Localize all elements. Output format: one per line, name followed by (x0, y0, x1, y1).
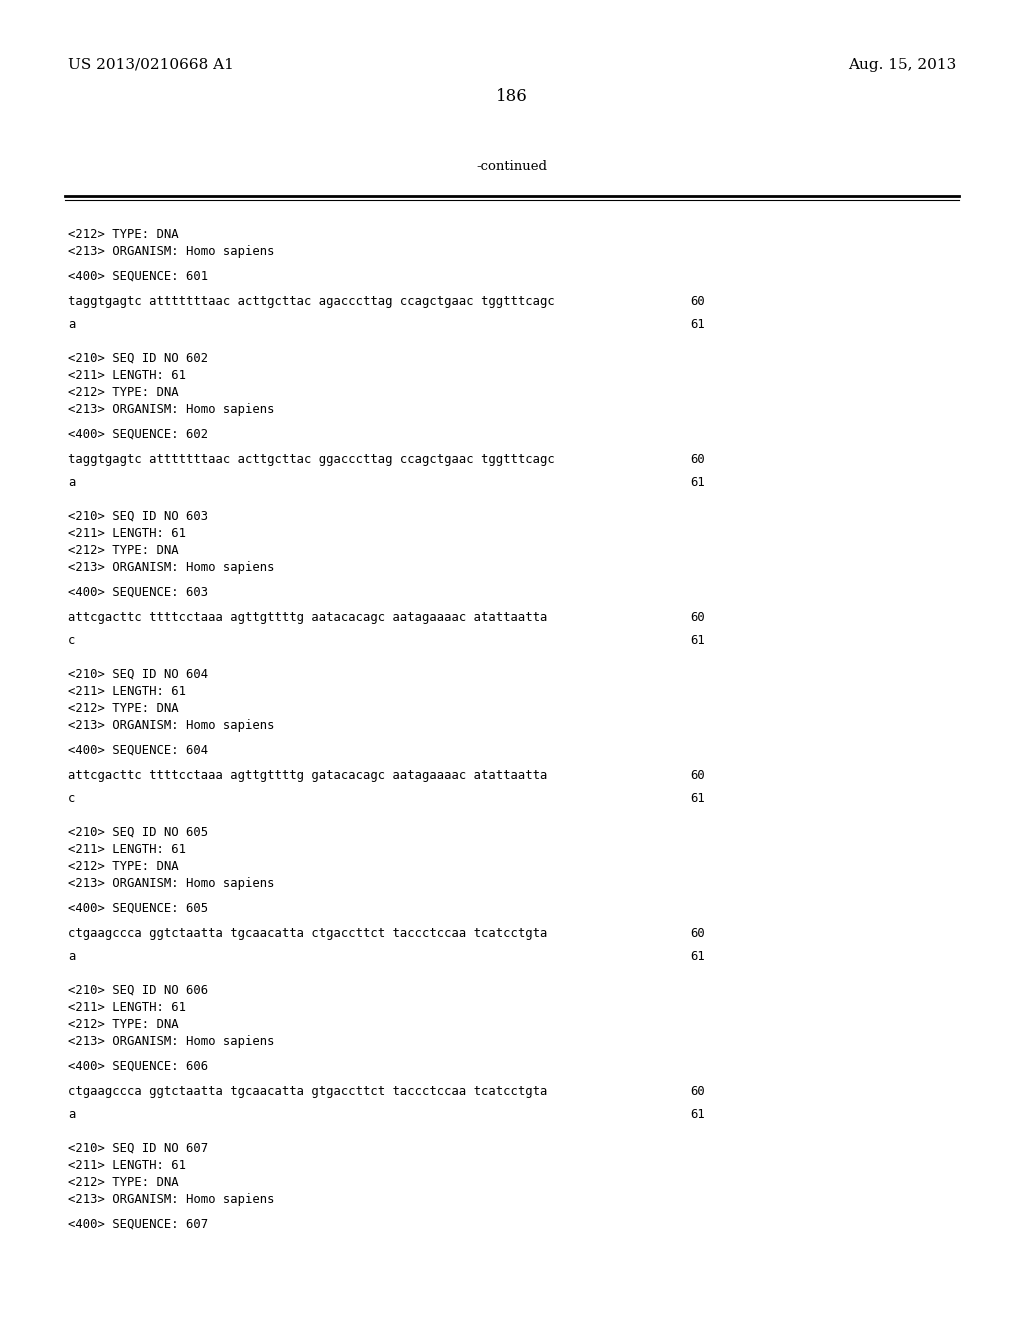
Text: <213> ORGANISM: Homo sapiens: <213> ORGANISM: Homo sapiens (68, 561, 274, 574)
Text: 60: 60 (690, 611, 705, 624)
Text: <210> SEQ ID NO 602: <210> SEQ ID NO 602 (68, 352, 208, 366)
Text: <213> ORGANISM: Homo sapiens: <213> ORGANISM: Homo sapiens (68, 246, 274, 257)
Text: <211> LENGTH: 61: <211> LENGTH: 61 (68, 685, 186, 698)
Text: <212> TYPE: DNA: <212> TYPE: DNA (68, 228, 178, 242)
Text: <211> LENGTH: 61: <211> LENGTH: 61 (68, 1001, 186, 1014)
Text: <400> SEQUENCE: 607: <400> SEQUENCE: 607 (68, 1218, 208, 1232)
Text: attcgacttc ttttcctaaa agttgttttg aatacacagc aatagaaaac atattaatta: attcgacttc ttttcctaaa agttgttttg aatacac… (68, 611, 548, 624)
Text: 61: 61 (690, 1107, 705, 1121)
Text: <400> SEQUENCE: 605: <400> SEQUENCE: 605 (68, 902, 208, 915)
Text: attcgacttc ttttcctaaa agttgttttg gatacacagc aatagaaaac atattaatta: attcgacttc ttttcctaaa agttgttttg gatacac… (68, 770, 548, 781)
Text: <210> SEQ ID NO 607: <210> SEQ ID NO 607 (68, 1142, 208, 1155)
Text: -continued: -continued (476, 160, 548, 173)
Text: <212> TYPE: DNA: <212> TYPE: DNA (68, 861, 178, 873)
Text: <400> SEQUENCE: 603: <400> SEQUENCE: 603 (68, 586, 208, 599)
Text: 186: 186 (496, 88, 528, 106)
Text: 60: 60 (690, 453, 705, 466)
Text: 61: 61 (690, 634, 705, 647)
Text: <400> SEQUENCE: 606: <400> SEQUENCE: 606 (68, 1060, 208, 1073)
Text: <213> ORGANISM: Homo sapiens: <213> ORGANISM: Homo sapiens (68, 1035, 274, 1048)
Text: <212> TYPE: DNA: <212> TYPE: DNA (68, 1176, 178, 1189)
Text: 61: 61 (690, 792, 705, 805)
Text: c: c (68, 792, 76, 805)
Text: <212> TYPE: DNA: <212> TYPE: DNA (68, 385, 178, 399)
Text: 60: 60 (690, 770, 705, 781)
Text: <210> SEQ ID NO 603: <210> SEQ ID NO 603 (68, 510, 208, 523)
Text: ctgaagccca ggtctaatta tgcaacatta gtgaccttct taccctccaa tcatcctgta: ctgaagccca ggtctaatta tgcaacatta gtgacct… (68, 1085, 548, 1098)
Text: <210> SEQ ID NO 606: <210> SEQ ID NO 606 (68, 983, 208, 997)
Text: <210> SEQ ID NO 604: <210> SEQ ID NO 604 (68, 668, 208, 681)
Text: <211> LENGTH: 61: <211> LENGTH: 61 (68, 843, 186, 855)
Text: <213> ORGANISM: Homo sapiens: <213> ORGANISM: Homo sapiens (68, 403, 274, 416)
Text: 61: 61 (690, 318, 705, 331)
Text: ctgaagccca ggtctaatta tgcaacatta ctgaccttct taccctccaa tcatcctgta: ctgaagccca ggtctaatta tgcaacatta ctgacct… (68, 927, 548, 940)
Text: <211> LENGTH: 61: <211> LENGTH: 61 (68, 1159, 186, 1172)
Text: a: a (68, 318, 76, 331)
Text: 60: 60 (690, 1085, 705, 1098)
Text: <211> LENGTH: 61: <211> LENGTH: 61 (68, 370, 186, 381)
Text: Aug. 15, 2013: Aug. 15, 2013 (848, 58, 956, 73)
Text: taggtgagtc atttttttaac acttgcttac agacccttag ccagctgaac tggtttcagc: taggtgagtc atttttttaac acttgcttac agaccc… (68, 294, 555, 308)
Text: 61: 61 (690, 477, 705, 488)
Text: <213> ORGANISM: Homo sapiens: <213> ORGANISM: Homo sapiens (68, 719, 274, 733)
Text: <400> SEQUENCE: 604: <400> SEQUENCE: 604 (68, 744, 208, 756)
Text: a: a (68, 477, 76, 488)
Text: <212> TYPE: DNA: <212> TYPE: DNA (68, 1018, 178, 1031)
Text: <213> ORGANISM: Homo sapiens: <213> ORGANISM: Homo sapiens (68, 1193, 274, 1206)
Text: <212> TYPE: DNA: <212> TYPE: DNA (68, 702, 178, 715)
Text: 60: 60 (690, 294, 705, 308)
Text: US 2013/0210668 A1: US 2013/0210668 A1 (68, 58, 233, 73)
Text: <400> SEQUENCE: 602: <400> SEQUENCE: 602 (68, 428, 208, 441)
Text: c: c (68, 634, 76, 647)
Text: 61: 61 (690, 950, 705, 964)
Text: 60: 60 (690, 927, 705, 940)
Text: a: a (68, 950, 76, 964)
Text: a: a (68, 1107, 76, 1121)
Text: <400> SEQUENCE: 601: <400> SEQUENCE: 601 (68, 271, 208, 282)
Text: <213> ORGANISM: Homo sapiens: <213> ORGANISM: Homo sapiens (68, 876, 274, 890)
Text: <211> LENGTH: 61: <211> LENGTH: 61 (68, 527, 186, 540)
Text: taggtgagtc atttttttaac acttgcttac ggacccttag ccagctgaac tggtttcagc: taggtgagtc atttttttaac acttgcttac ggaccc… (68, 453, 555, 466)
Text: <212> TYPE: DNA: <212> TYPE: DNA (68, 544, 178, 557)
Text: <210> SEQ ID NO 605: <210> SEQ ID NO 605 (68, 826, 208, 840)
